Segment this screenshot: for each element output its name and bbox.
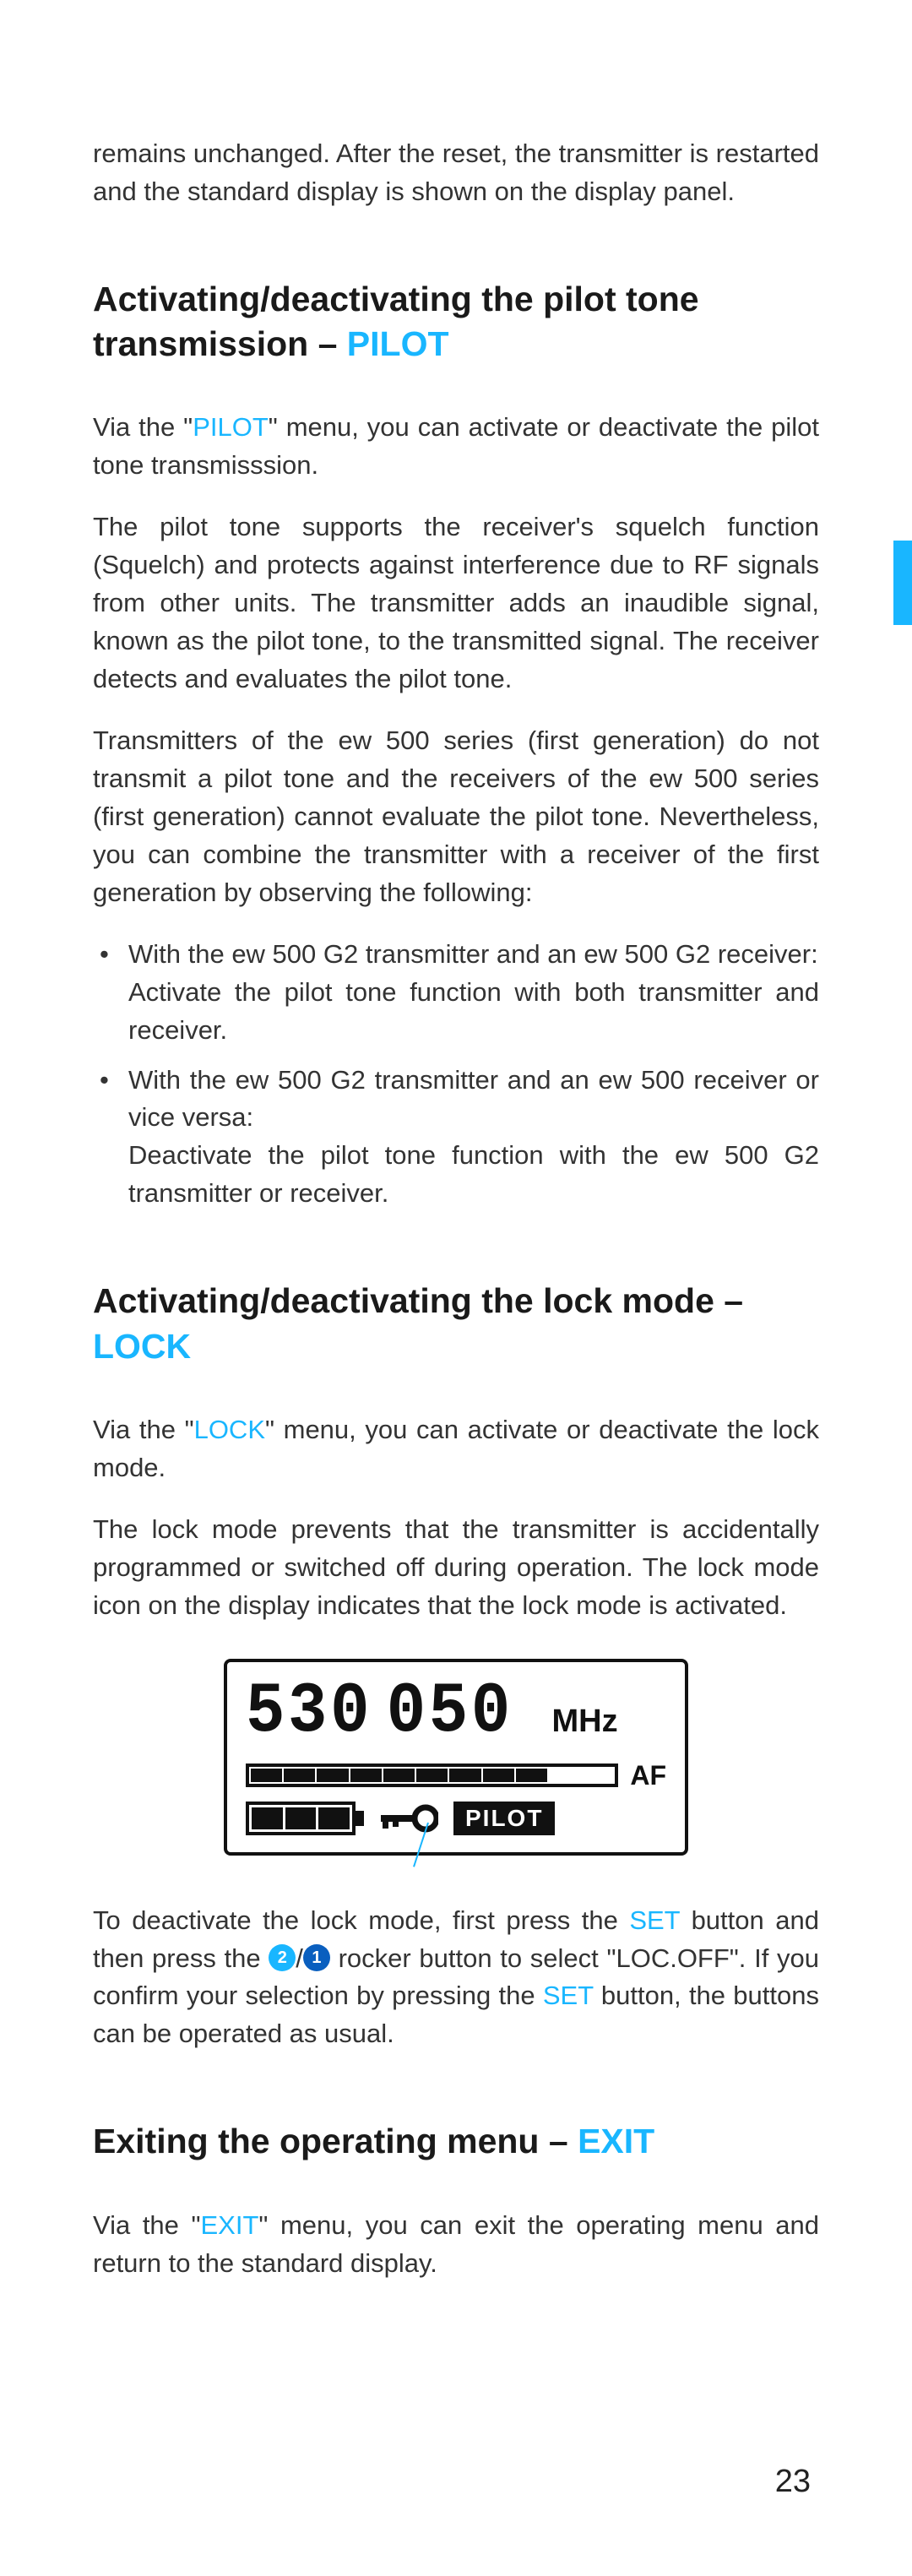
battery-icon [246, 1802, 364, 1835]
lcd-unit: MHz [551, 1704, 617, 1748]
exit-paragraph-1: Via the "EXIT" menu, you can exit the op… [93, 2207, 819, 2283]
af-meter [246, 1764, 618, 1787]
heading-pilot-key: PILOT [347, 324, 449, 363]
heading-exit-prefix: Exiting the operating menu – [93, 2122, 578, 2160]
lcd-frequency: 530050 [246, 1677, 513, 1748]
lock-paragraph-1: Via the "LOCK" menu, you can activate or… [93, 1411, 819, 1487]
pilot-paragraph-2: The pilot tone supports the receiver's s… [93, 508, 819, 698]
lock-paragraph-2: The lock mode prevents that the transmit… [93, 1511, 819, 1625]
page-number: 23 [775, 2464, 811, 2500]
pilot-badge: PILOT [453, 1802, 555, 1835]
rocker-2-icon: 2 [269, 1944, 296, 1971]
list-item: With the ew 500 G2 transmitter and an ew… [93, 1062, 819, 1214]
list-item: With the ew 500 G2 transmitter and an ew… [93, 936, 819, 1050]
heading-lock-prefix: Activating/deactivating the lock mode – [93, 1281, 743, 1320]
pilot-paragraph-3: Transmitters of the ew 500 series (first… [93, 722, 819, 912]
heading-pilot: Activating/deactivating the pilot tone t… [93, 277, 819, 367]
heading-exit: Exiting the operating menu – EXIT [93, 2119, 819, 2164]
rocker-1-icon: 1 [303, 1944, 330, 1971]
pilot-paragraph-1: Via the "PILOT" menu, you can activate o… [93, 409, 819, 485]
heading-exit-key: EXIT [578, 2122, 654, 2160]
document-page: remains unchanged. After the reset, the … [0, 0, 912, 2382]
af-label: AF [630, 1760, 666, 1791]
heading-lock: Activating/deactivating the lock mode – … [93, 1279, 819, 1369]
key-icon [379, 1803, 438, 1834]
lock-paragraph-3: To deactivate the lock mode, first press… [93, 1902, 819, 2054]
pilot-bullet-list: With the ew 500 G2 transmitter and an ew… [93, 936, 819, 1214]
lcd-display: 530050 MHz AF [224, 1659, 688, 1856]
side-tab [893, 541, 912, 625]
intro-paragraph: remains unchanged. After the reset, the … [93, 135, 819, 211]
heading-lock-key: LOCK [93, 1327, 191, 1366]
